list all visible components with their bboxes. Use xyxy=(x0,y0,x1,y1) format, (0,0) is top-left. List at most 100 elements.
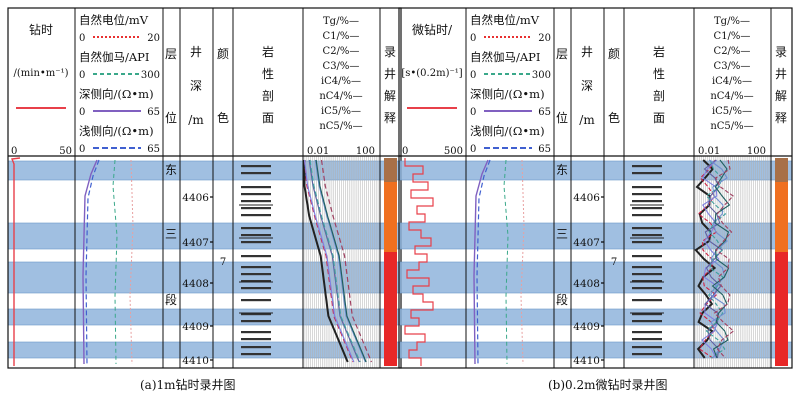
panel_b-drill-min: 0 xyxy=(402,146,408,157)
panel_b-gas-label-0: Tg/%— xyxy=(714,16,750,27)
panel_a-depth-4: 4410 xyxy=(182,355,209,367)
well-log-canvas: 钻时 /(min•m⁻¹) 0 50 自然电位/mV 0 20 自然伽马/API 0 300 深侧向… xyxy=(7,7,793,369)
panel_b-col-interp-2: 解 xyxy=(775,89,787,103)
panel_a-drill-max: 50 xyxy=(59,146,72,157)
panel_a-gas-label-5: nC4/%— xyxy=(319,91,362,102)
panel_a-col-depth-2: 深 xyxy=(190,79,202,93)
panel_b-gas-label-6: iC5/%— xyxy=(712,106,752,117)
panel_b-log-max-3: 65 xyxy=(538,144,551,155)
panel_a-curve-deep xyxy=(82,159,98,365)
panel_b-log-max-2: 65 xyxy=(538,107,551,118)
panel_b-log-min-0: 0 xyxy=(470,33,476,44)
panel_a-litho-dash xyxy=(241,346,271,349)
panel_b-frame xyxy=(398,7,793,369)
panel_a-gas-curve-0 xyxy=(303,160,349,363)
panel_a-litho-dash xyxy=(241,280,271,283)
panel_a-col-color-1: 颜 xyxy=(217,46,229,61)
panel_a-litho-dash xyxy=(241,241,271,244)
panel_b-gas-curve-0 xyxy=(694,159,717,359)
panel_b-litho-dash xyxy=(632,320,662,323)
panel_a-col-layer-1: 层 xyxy=(165,47,177,61)
panel_b-gas-curve-6 xyxy=(711,159,731,359)
panel_a-log-max-2: 65 xyxy=(147,107,160,118)
panel_b-col-interp-3: 释 xyxy=(775,111,787,125)
panel_a-litho-dash xyxy=(241,255,271,258)
panel_b-interp-top xyxy=(775,158,788,182)
panel_a-litho-dash xyxy=(241,214,271,217)
panel_b-gas-label-7: nC5/%— xyxy=(710,121,753,132)
panel_b-litho-dash xyxy=(632,280,662,283)
panel_a-col-interp-0: 录 xyxy=(384,45,396,59)
panel_a-litho-dash xyxy=(241,287,271,290)
panel_b-col-interp-0: 录 xyxy=(775,45,787,59)
panel_b-gas-curve-5 xyxy=(708,159,728,359)
panel_a-litho-dash xyxy=(241,207,271,210)
panel_a-interp-orange xyxy=(384,182,397,252)
panel_b-litho-dash xyxy=(632,214,662,217)
panel_a-litho-dash xyxy=(241,331,271,334)
panel_a-col-color-2: 色 xyxy=(217,111,229,125)
panel_a-col-depth-1: 井 xyxy=(190,45,202,59)
panel_b-log-max-0: 20 xyxy=(538,33,551,44)
panel_b-gas-curve-7 xyxy=(713,159,735,359)
panel_b-col-layer-1: 层 xyxy=(556,47,568,61)
panel_b-depth-2: 4408 xyxy=(573,278,600,290)
panel_b-gas-curve-4 xyxy=(705,159,727,359)
panel_a-col-depth-3: /m xyxy=(188,113,204,127)
panel_a-litho-dash xyxy=(241,227,271,230)
panel_a-col-interp-1: 井 xyxy=(384,67,396,81)
panel_a-col-interp-3: 释 xyxy=(384,111,396,125)
panel_b-col-litho-3: 面 xyxy=(653,111,665,125)
panel_a-litho-dash xyxy=(241,338,271,341)
panel_a-gas-label-1: C1/%— xyxy=(323,31,360,42)
panel_b-litho-dash xyxy=(632,227,662,230)
panel_b-color-code: 7 xyxy=(611,257,617,268)
panel_a-col-layer-2: 位 xyxy=(165,110,177,125)
panel_a-log-label-2: 深侧向/(Ω•m) xyxy=(79,87,154,101)
panel_b-interp-red xyxy=(775,252,788,366)
panel_a-litho-dash xyxy=(241,172,271,175)
panel_b-col-depth-2: 深 xyxy=(581,79,593,93)
panel_a-depth-2: 4408 xyxy=(182,278,209,290)
panel_a-interp-top xyxy=(384,158,397,182)
panel_b-litho-dash xyxy=(632,186,662,189)
panel_a-col-litho-1: 性 xyxy=(262,67,274,81)
panel_a-log-min-1: 0 xyxy=(79,70,85,81)
panel_a-gas-label-6: iC5/%— xyxy=(321,106,361,117)
panel_b-layer-char-0: 东 xyxy=(556,163,568,177)
panel_a-frame xyxy=(7,7,402,369)
panel_a-drill-min: 0 xyxy=(11,146,17,157)
panel_b-col-color-2: 色 xyxy=(608,111,620,125)
panel_a-curve-sp xyxy=(129,159,134,365)
panel_b-log-label-1: 自然伽马/API xyxy=(470,50,540,64)
panel_a-drill-title: 钻时 xyxy=(29,22,53,37)
panel_a-litho-dash xyxy=(241,320,271,323)
panel_b-litho-dash xyxy=(632,331,662,334)
panel_b-col-litho-0: 岩 xyxy=(653,44,665,59)
panel_b-depth-4: 4410 xyxy=(573,355,600,367)
panel_b-drill-title: 微钻时/ xyxy=(412,22,453,37)
panel_a-col-litho-0: 岩 xyxy=(262,44,274,59)
panel_b-log-label-3: 浅侧向/(Ω•m) xyxy=(470,124,545,138)
panel_a-depth-1: 4407 xyxy=(182,237,209,249)
panel_a-col-interp-2: 解 xyxy=(384,89,396,103)
panel_a-gas-curve-6 xyxy=(315,159,367,363)
panel_a-curve-shallow xyxy=(85,159,100,365)
panel_b-drill-max: 500 xyxy=(444,146,463,157)
panel_a-col-litho-3: 面 xyxy=(262,111,274,125)
panel_a-log-max-3: 65 xyxy=(147,144,160,155)
caption-a: (a)1m钻时录井图 xyxy=(140,378,236,392)
panel_b-log-min-1: 0 xyxy=(470,70,476,81)
panel_a-log-label-0: 自然电位/mV xyxy=(79,13,149,27)
panel_b-litho-dash xyxy=(632,287,662,290)
panel_b-gas-label-5: nC4/%— xyxy=(710,91,753,102)
panel_b-log-min-2: 0 xyxy=(470,107,476,118)
panel_a-gas-label-2: C2/%— xyxy=(323,46,360,57)
panel_b-log-min-3: 0 xyxy=(470,144,476,155)
panel_b-litho-dash xyxy=(632,172,662,175)
panel_b-layer-char-1: 三 xyxy=(556,227,568,241)
panel_b-curve-deep xyxy=(473,159,489,365)
panel_b-litho-dash xyxy=(632,200,662,203)
panel_b-depth-3: 4409 xyxy=(573,321,600,333)
